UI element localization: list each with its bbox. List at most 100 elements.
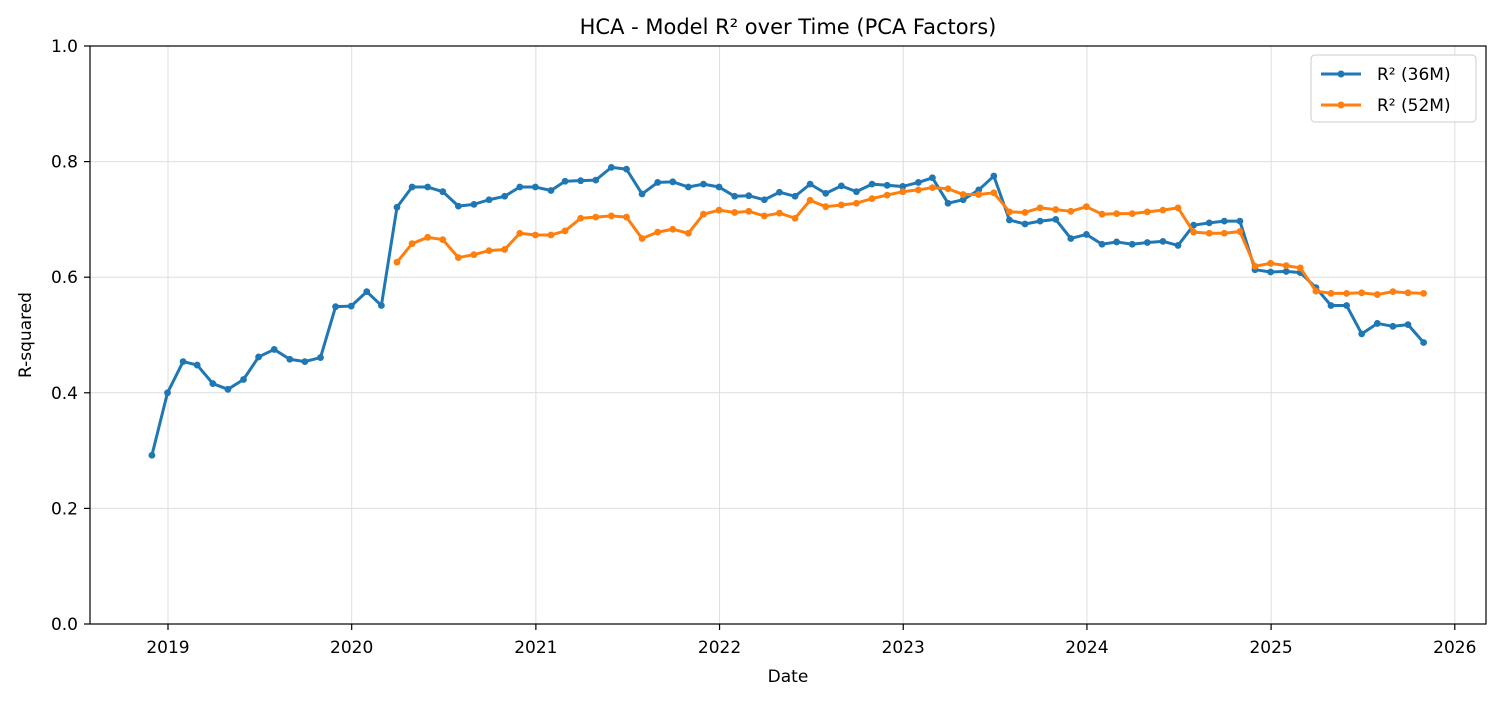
data-point	[1220, 229, 1228, 237]
data-point	[408, 240, 416, 248]
legend-label-r2-36m: R² (36M)	[1377, 65, 1451, 85]
data-point	[454, 254, 462, 261]
data-point	[1358, 330, 1366, 338]
data-point	[1083, 231, 1090, 238]
data-point	[959, 191, 967, 198]
data-point	[1190, 228, 1198, 236]
data-point	[1128, 210, 1136, 218]
x-tick-label: 2025	[1249, 638, 1292, 658]
y-tick-label: 1.0	[51, 37, 78, 57]
data-point	[1067, 235, 1075, 242]
grid-lines	[90, 46, 1486, 624]
data-point	[485, 247, 493, 255]
data-point	[1036, 217, 1044, 225]
data-point	[1052, 216, 1060, 223]
data-point	[270, 346, 278, 353]
data-point	[731, 192, 739, 200]
data-point	[592, 176, 600, 184]
data-point	[899, 183, 907, 190]
data-point	[929, 184, 936, 192]
data-point	[1327, 302, 1335, 309]
data-point	[1251, 262, 1259, 270]
data-point	[654, 179, 662, 186]
data-point	[592, 213, 600, 221]
data-point	[638, 190, 646, 198]
data-point	[654, 228, 662, 236]
data-point	[332, 303, 339, 311]
data-point	[439, 188, 447, 196]
data-point	[547, 231, 555, 239]
data-point	[1389, 322, 1397, 330]
data-point	[1296, 264, 1304, 272]
data-point	[883, 181, 891, 189]
data-point	[561, 177, 569, 185]
data-point	[822, 203, 830, 211]
data-point	[1236, 228, 1244, 235]
data-point	[684, 229, 692, 237]
data-point	[1205, 229, 1213, 237]
series-lines	[148, 163, 1427, 459]
data-point	[684, 183, 692, 191]
legend-marker-r2-52m	[1337, 101, 1345, 109]
data-point	[1267, 268, 1275, 276]
data-point	[760, 196, 768, 204]
data-point	[822, 189, 830, 197]
data-point	[1021, 209, 1029, 216]
data-point	[745, 192, 753, 200]
data-point	[1098, 240, 1106, 248]
x-axis-label: Date	[768, 667, 809, 687]
data-point	[531, 231, 539, 239]
data-point	[1006, 208, 1013, 216]
data-point	[164, 389, 171, 397]
data-point	[1174, 242, 1182, 249]
y-axis-ticks: 0.0 0.2 0.4 0.6 0.8 1.0	[51, 37, 90, 635]
data-point	[424, 183, 432, 191]
data-point	[240, 376, 247, 383]
chart-title: HCA - Model R² over Time (PCA Factors)	[580, 15, 997, 39]
data-point	[1098, 210, 1106, 218]
y-tick-label: 0.0	[51, 615, 78, 635]
data-point	[1220, 217, 1228, 225]
x-tick-label: 2023	[882, 638, 925, 658]
data-point	[883, 191, 891, 199]
x-tick-label: 2026	[1433, 638, 1476, 658]
y-axis-label: R-squared	[16, 292, 36, 378]
data-point	[1159, 206, 1167, 214]
data-point	[363, 288, 371, 296]
data-point	[1420, 339, 1427, 346]
data-point	[806, 196, 814, 204]
x-tick-label: 2021	[514, 638, 557, 658]
data-point	[393, 258, 401, 266]
data-point	[1052, 206, 1060, 213]
data-point	[914, 186, 922, 194]
data-point	[393, 203, 401, 211]
data-point	[990, 172, 998, 180]
data-point	[837, 201, 845, 209]
data-point	[286, 355, 294, 363]
data-point	[501, 246, 509, 253]
legend-marker-r2-36m	[1337, 70, 1345, 78]
data-point	[638, 235, 646, 242]
data-point	[944, 199, 952, 207]
y-tick-label: 0.4	[51, 384, 78, 404]
data-point	[561, 227, 569, 235]
data-point	[1083, 203, 1090, 211]
data-point	[944, 185, 952, 193]
data-point	[715, 183, 723, 191]
data-point	[1282, 268, 1290, 275]
data-point	[1113, 210, 1121, 218]
data-point	[454, 202, 462, 210]
data-point	[1404, 289, 1412, 297]
data-point	[516, 229, 524, 237]
data-point	[1327, 289, 1335, 297]
y-tick-label: 0.6	[51, 268, 78, 288]
data-point	[1373, 320, 1381, 327]
data-point	[623, 213, 630, 221]
data-point	[1067, 207, 1075, 215]
legend: R² (36M) R² (52M)	[1310, 54, 1477, 123]
legend-label-r2-52m: R² (52M)	[1377, 96, 1451, 116]
data-point	[408, 183, 416, 191]
data-point	[1312, 287, 1320, 295]
data-point	[853, 199, 860, 207]
